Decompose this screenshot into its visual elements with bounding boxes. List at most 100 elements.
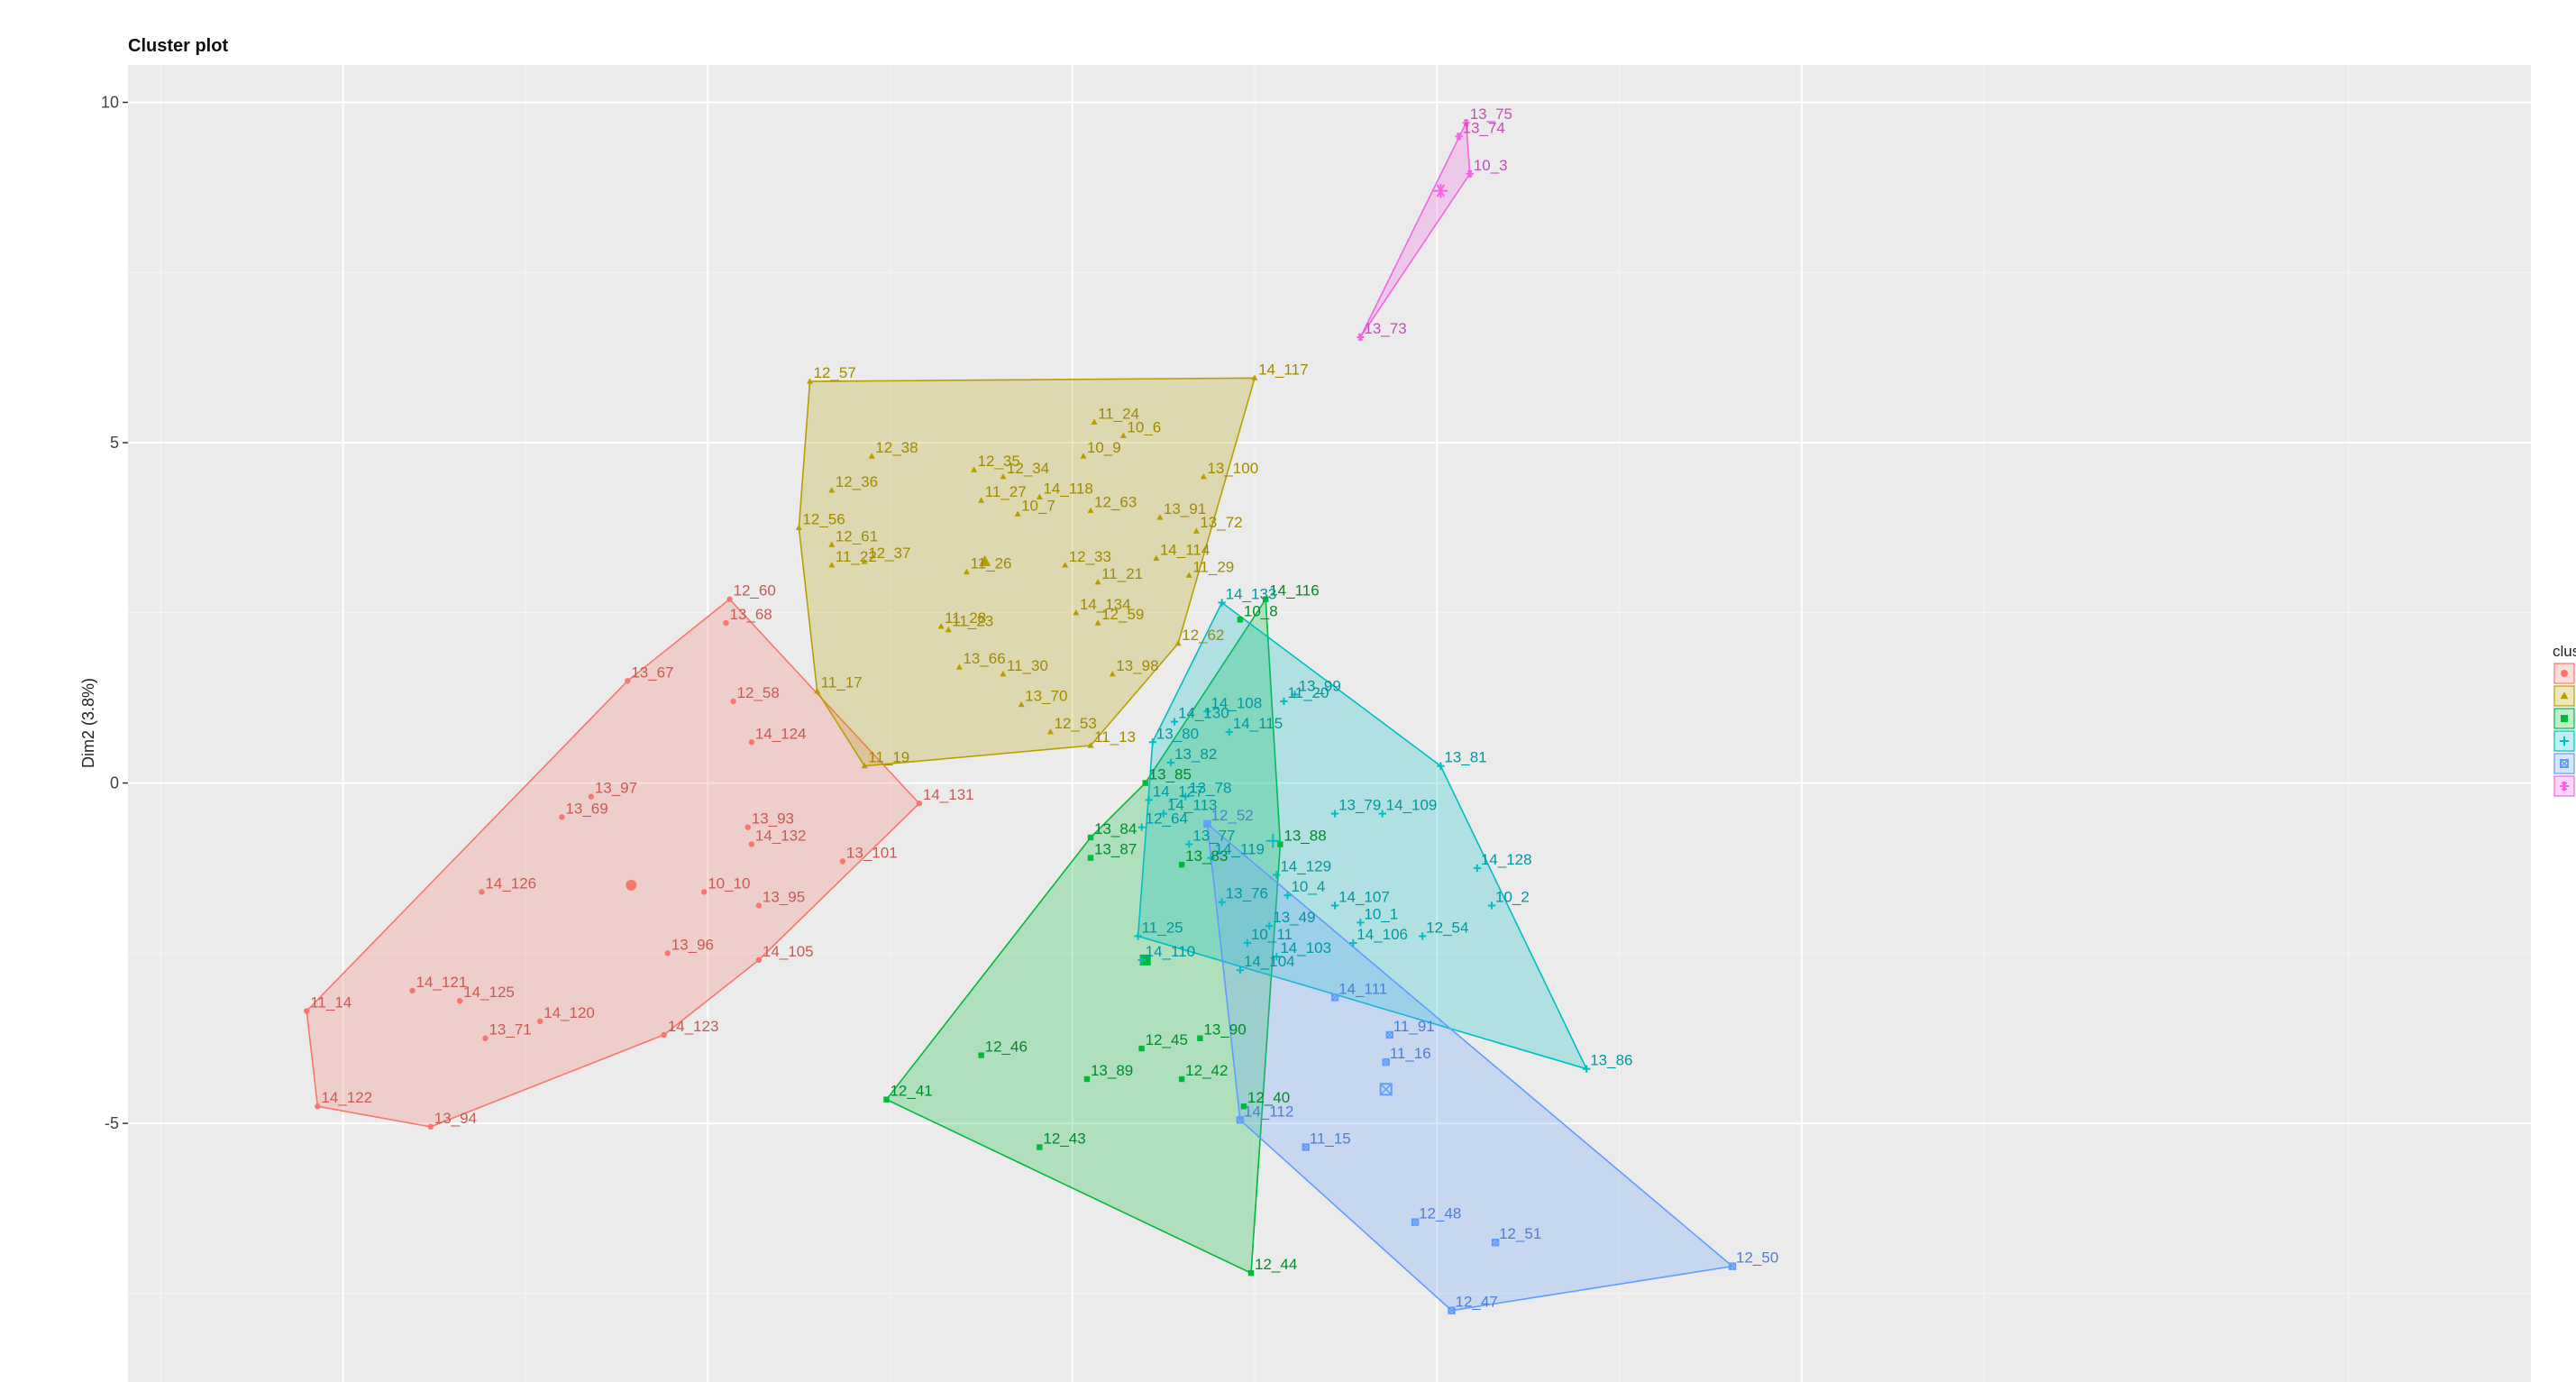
point-label: 13_83 xyxy=(1185,847,1228,865)
data-point xyxy=(1357,919,1365,927)
data-point xyxy=(1330,993,1339,1002)
point-label: 11_19 xyxy=(868,749,909,766)
point-label: 11_17 xyxy=(821,674,863,691)
point-label: 14_117 xyxy=(1258,361,1308,378)
point-label: 13_93 xyxy=(752,810,794,828)
point-label: 13_70 xyxy=(1025,688,1067,705)
data-point xyxy=(883,1096,890,1103)
data-point xyxy=(1243,938,1252,947)
point-label: 10_1 xyxy=(1364,905,1398,922)
data-point xyxy=(1240,1103,1247,1110)
data-point xyxy=(748,739,754,746)
data-point xyxy=(730,698,736,705)
data-point xyxy=(971,466,978,472)
point-label: 12_47 xyxy=(1456,1294,1498,1311)
point-label: 13_67 xyxy=(631,664,673,681)
point-label: 13_96 xyxy=(671,936,714,953)
data-point xyxy=(1138,1045,1145,1052)
cluster-hull-4 xyxy=(1137,601,1588,1070)
point-label: 11_15 xyxy=(1310,1130,1351,1148)
point-label: 12_46 xyxy=(985,1039,1028,1056)
point-label: 13_87 xyxy=(1094,841,1137,858)
point-label: 13_80 xyxy=(1156,725,1199,742)
data-point xyxy=(1091,418,1098,425)
data-point xyxy=(1466,169,1474,178)
data-point xyxy=(1178,1075,1185,1083)
point-label: 12_37 xyxy=(868,545,910,562)
data-point xyxy=(1148,738,1156,746)
point-label: 13_76 xyxy=(1226,885,1268,902)
data-point xyxy=(664,950,671,956)
data-point xyxy=(1000,472,1007,480)
data-point xyxy=(861,762,868,769)
data-point xyxy=(1109,670,1116,677)
legend: clus xyxy=(2553,643,2576,797)
point-label: 14_124 xyxy=(755,725,807,742)
data-point xyxy=(700,889,708,895)
point-label: 14_109 xyxy=(1386,797,1438,814)
data-point xyxy=(1159,810,1168,818)
data-point xyxy=(1200,472,1207,480)
point-label: 12_53 xyxy=(1055,715,1097,732)
data-point xyxy=(828,562,836,568)
point-label: 12_63 xyxy=(1094,494,1137,511)
data-point xyxy=(861,558,868,564)
point-label: 14_104 xyxy=(1244,953,1295,970)
point-label: 12_42 xyxy=(1185,1062,1228,1079)
point-labels: 12_60 13_68 13_67 12_58 14_124 13_97 13_69 13_9… xyxy=(310,105,1778,1311)
data-point xyxy=(1170,718,1179,726)
point-label: 14_132 xyxy=(755,828,807,845)
point-label: 12_36 xyxy=(836,473,878,490)
data-point xyxy=(1236,966,1245,975)
point-label: 12_38 xyxy=(875,439,918,456)
data-point xyxy=(1166,758,1175,767)
point-label: 14_110 xyxy=(1146,943,1195,960)
data-point xyxy=(1277,841,1283,847)
legend-marker-1 xyxy=(2561,670,2568,677)
point-label: 12_52 xyxy=(1210,807,1253,824)
point-label: 14_125 xyxy=(463,984,515,1001)
data-point xyxy=(1137,956,1146,965)
point-label: 14_108 xyxy=(1210,694,1262,711)
point-label: 14_118 xyxy=(1043,480,1092,497)
data-point xyxy=(1087,507,1094,514)
data-point xyxy=(588,793,594,800)
data-point xyxy=(1094,619,1101,626)
data-point xyxy=(1247,1269,1255,1277)
data-point xyxy=(916,801,923,807)
data-point xyxy=(868,453,875,459)
data-point xyxy=(1197,1035,1203,1041)
data-point xyxy=(1083,1075,1091,1083)
point-label: 10_6 xyxy=(1127,418,1161,435)
data-point xyxy=(828,487,836,493)
data-point xyxy=(1062,562,1069,568)
point-label: 11_28 xyxy=(945,609,986,627)
data-point xyxy=(1119,432,1127,439)
data-point xyxy=(1330,902,1339,910)
point-label: 11_30 xyxy=(1007,657,1048,674)
point-label: 12_51 xyxy=(1499,1225,1541,1242)
data-point xyxy=(1182,792,1190,801)
point-label: 13_89 xyxy=(1091,1062,1133,1079)
data-point xyxy=(963,568,970,575)
data-point xyxy=(559,814,565,820)
point-label: 12_50 xyxy=(1736,1249,1778,1267)
data-point xyxy=(1273,871,1281,879)
point-label: 10_10 xyxy=(708,874,750,892)
data-point xyxy=(1728,1262,1737,1270)
point-label: 11_25 xyxy=(1142,919,1183,936)
data-point xyxy=(1263,596,1269,602)
data-point xyxy=(1174,639,1182,646)
data-point xyxy=(1014,510,1021,517)
point-label: 11_20 xyxy=(1287,684,1329,701)
point-label: 11_91 xyxy=(1393,1018,1435,1035)
data-point xyxy=(1073,609,1080,616)
point-label: 12_40 xyxy=(1247,1089,1290,1106)
point-label: 14_107 xyxy=(1338,888,1390,905)
data-point xyxy=(479,889,485,895)
point-label: 14_127 xyxy=(1153,783,1204,800)
data-point xyxy=(755,956,763,964)
y-tick-label: -5 xyxy=(105,1114,119,1132)
plot-panel xyxy=(128,65,2531,1382)
